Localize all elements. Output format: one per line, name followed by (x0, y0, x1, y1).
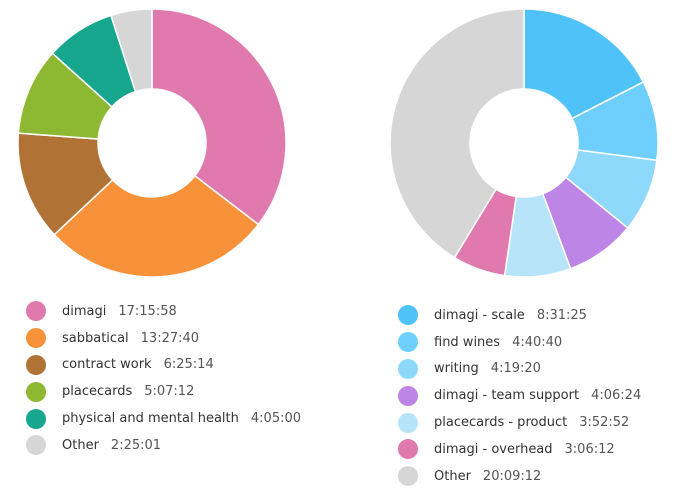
right-legend-swatch (398, 439, 418, 460)
left-legend-label: placecards (62, 384, 133, 400)
left-donut-chart: dimagi 17:15:58 sabbatical 13:27:40 contract… (0, 0, 330, 495)
right-legend-label: Other (434, 468, 471, 484)
left-legend-item-contract-work[interactable]: contract work 6:25:14 (26, 352, 301, 379)
right-legend-value: 3:52:52 (579, 415, 630, 431)
left-legend-swatch (26, 328, 46, 349)
left-legend-swatch (26, 408, 46, 429)
right-legend-value: 4:19:20 (490, 361, 541, 377)
right-legend-label: find wines (434, 334, 501, 350)
right-legend-label: placecards - product (434, 415, 568, 431)
left-legend-swatch (26, 435, 46, 456)
right-legend-swatch (398, 466, 418, 487)
right-donut-chart: dimagi - scale 8:31:25 find wines 4:40:40 wr… (370, 0, 676, 495)
right-legend-label: writing (434, 361, 479, 377)
right-legend-value: 3:06:12 (564, 441, 615, 457)
right-legend-label: dimagi - team support (434, 388, 580, 404)
right-legend-swatch (398, 358, 418, 379)
left-legend-swatch (26, 381, 46, 402)
right-legend-swatch (398, 385, 418, 406)
left-legend-item-sabbatical[interactable]: sabbatical 13:27:40 (26, 325, 301, 352)
left-legend-value: 2:25:01 (110, 437, 162, 453)
left-legend-item-dimagi[interactable]: dimagi 17:15:58 (26, 298, 301, 325)
left-legend-label: sabbatical (62, 330, 129, 346)
left-legend-label: contract work (62, 357, 152, 373)
right-legend-item-dimagi-scale[interactable]: dimagi - scale 8:31:25 (398, 302, 641, 329)
left-legend-value: 5:07:12 (144, 384, 195, 400)
left-legend-value: 17:15:58 (118, 303, 177, 319)
right-legend-item-dimagi-team-support[interactable]: dimagi - team support 4:06:24 (398, 382, 641, 409)
right-legend-value: 8:31:25 (536, 307, 587, 323)
left-legend-label: physical and mental health (62, 411, 239, 427)
left-legend-item-other[interactable]: Other 2:25:01 (26, 432, 301, 459)
left-slice-dimagi[interactable] (151, 8, 287, 226)
right-donut-svg (389, 8, 659, 278)
left-legend-item-placecards[interactable]: placecards 5:07:12 (26, 378, 301, 405)
left-legend-swatch (26, 354, 46, 375)
left-legend-value: 4:05:00 (250, 411, 302, 427)
right-slice-dimagi-scale[interactable] (523, 8, 645, 120)
right-legend-swatch (398, 412, 418, 433)
right-slice-other[interactable] (389, 8, 525, 259)
right-legend-value: 20:09:12 (482, 468, 542, 484)
right-legend-swatch (398, 305, 418, 326)
left-legend-item-physical-and-mental-health[interactable]: physical and mental health 4:05:00 (26, 405, 301, 432)
right-legend-item-other[interactable]: Other 20:09:12 (398, 463, 641, 490)
right-legend: dimagi - scale 8:31:25 find wines 4:40:40 wr… (398, 302, 641, 490)
right-legend-item-placecards-product[interactable]: placecards - product 3:52:52 (398, 409, 641, 436)
right-legend-label: dimagi - overhead (434, 441, 553, 457)
right-legend-value: 4:06:24 (591, 388, 642, 404)
right-legend-swatch (398, 332, 418, 353)
left-legend: dimagi 17:15:58 sabbatical 13:27:40 contract… (26, 298, 301, 459)
left-legend-value: 6:25:14 (163, 357, 214, 373)
right-legend-item-dimagi-overhead[interactable]: dimagi - overhead 3:06:12 (398, 436, 641, 463)
left-slice-sabbatical[interactable] (53, 174, 260, 278)
right-legend-item-find-wines[interactable]: find wines 4:40:40 (398, 329, 641, 356)
left-donut-svg (17, 8, 287, 278)
right-legend-label: dimagi - scale (434, 307, 525, 323)
left-legend-swatch (26, 301, 46, 322)
right-legend-value: 4:40:40 (512, 334, 563, 350)
left-legend-label: Other (62, 437, 99, 453)
right-legend-item-writing[interactable]: writing 4:19:20 (398, 356, 641, 383)
left-slice-other[interactable] (110, 8, 153, 93)
left-legend-value: 13:27:40 (140, 330, 200, 346)
left-legend-label: dimagi (62, 303, 107, 319)
